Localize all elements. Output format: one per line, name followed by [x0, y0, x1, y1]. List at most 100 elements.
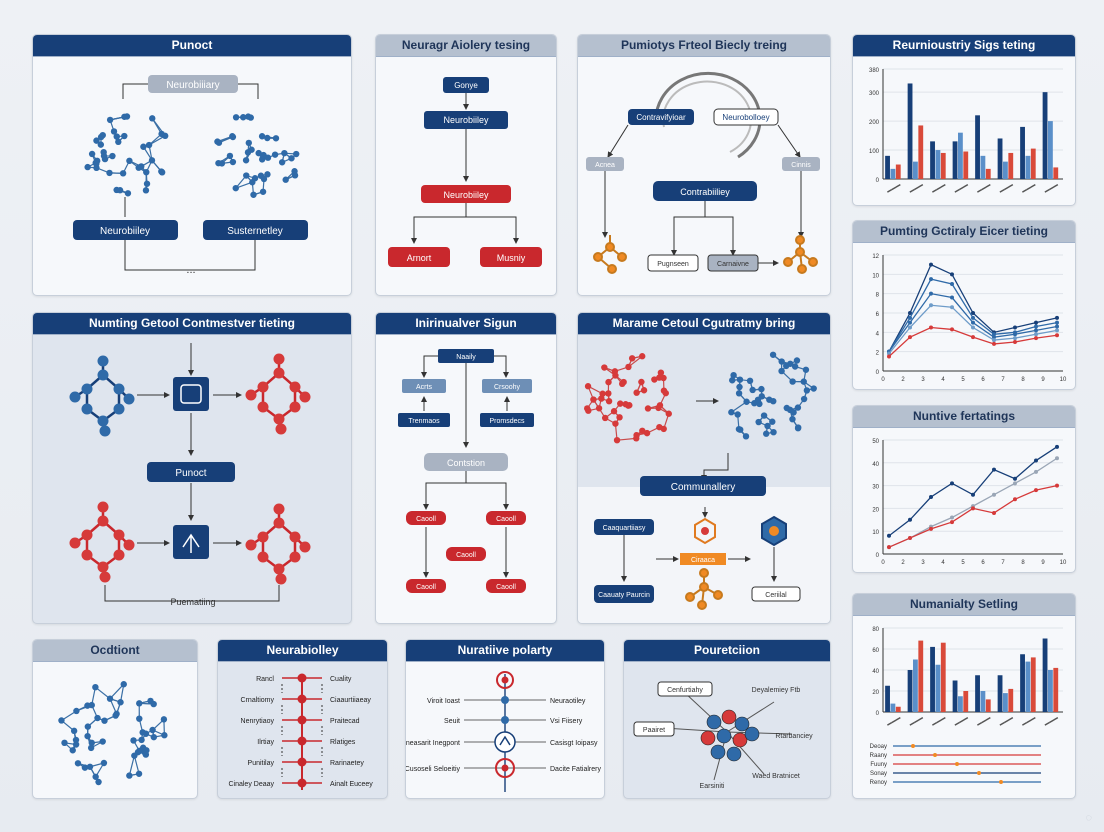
bar: [940, 642, 946, 712]
bar: [1030, 657, 1036, 712]
data-point: [971, 315, 975, 320]
pathway-diagram-12: Viroit Ioast Neuraotiley Seuit Vsi Fiisery C…: [406, 671, 601, 792]
svg-text:Trenmaos: Trenmaos: [408, 418, 440, 425]
data-point: [1055, 315, 1059, 320]
arrow-up-icon: [494, 731, 516, 753]
bar: [935, 664, 941, 712]
y-tick-label: 12: [872, 254, 879, 260]
bar: [997, 675, 1003, 712]
atom: [121, 132, 128, 140]
left-node: [73, 220, 178, 240]
data-point: [992, 492, 996, 497]
y-tick-label: 40: [872, 669, 879, 675]
atom: [282, 176, 289, 183]
atom: [99, 425, 111, 437]
atom: [293, 150, 300, 158]
atom: [638, 378, 645, 386]
atom: [143, 747, 150, 754]
svg-text:Promsdecs: Promsdecs: [489, 418, 525, 425]
data-point: [950, 327, 954, 332]
pathway-right-label: Casisgt Ioipasy: [550, 740, 598, 747]
legend-label: Renoy: [870, 780, 887, 786]
atom: [69, 537, 81, 549]
pathway-right-label: Vsi Fiisery: [550, 718, 583, 725]
atom: [257, 172, 265, 179]
atom: [143, 180, 151, 187]
data-point: [950, 481, 954, 486]
bar: [975, 675, 980, 712]
atom: [95, 778, 102, 786]
atom: [140, 143, 147, 150]
panel-title: Pumiotys Frteol Biecly treing: [578, 35, 830, 57]
svg-text:Carnaivne: Carnaivne: [717, 261, 749, 268]
data-point: [908, 320, 912, 325]
y-tick-label: 0: [876, 553, 880, 559]
atom: [115, 138, 122, 146]
atom: [257, 381, 269, 393]
data-point: [1034, 328, 1038, 333]
panel-punoct: Punoct Neurobiiiary Neurobiiley Susterne…: [32, 34, 352, 296]
data-point: [887, 533, 891, 538]
molecule-diagram-13: Cenfurtiahy Deyalemiey Ftb Paairet Rtarb…: [633, 681, 813, 790]
y-tick-label: 20: [872, 507, 879, 513]
atom: [130, 737, 137, 744]
x-tick-label: ▬▬▬: [1043, 182, 1059, 195]
atom: [100, 152, 108, 160]
svg-text:Ceriilal: Ceriilal: [765, 592, 787, 599]
atom: [97, 141, 105, 148]
bar: [1048, 670, 1053, 712]
panel-reurnioustriy: Reurnioustriy Sigs teting 0 100 200 300 380 ▬…: [852, 34, 1076, 206]
atom: [136, 700, 143, 707]
bar: [952, 141, 958, 179]
x-tick-label: ▬▬▬: [886, 715, 902, 728]
blue-molecule: [69, 355, 135, 437]
x-tick-label: ▬▬▬: [1021, 182, 1037, 195]
atom: [161, 732, 168, 739]
atom: [126, 157, 133, 165]
atom: [735, 390, 743, 397]
atom: [275, 423, 287, 435]
x-tick-label: ▬▬▬: [908, 182, 924, 195]
atom: [613, 436, 621, 444]
svg-text:Communallery: Communallery: [671, 482, 735, 493]
atom: [113, 383, 125, 395]
atom: [257, 551, 269, 563]
data-point: [1034, 458, 1038, 463]
timeline-left-label: Crnaltiomy: [241, 697, 275, 704]
bar: [885, 155, 890, 179]
bar: [890, 703, 896, 712]
svg-text:Ciraaca: Ciraaca: [691, 557, 715, 564]
panel-title: Nuntive fertatings: [853, 406, 1075, 428]
atom: [106, 169, 113, 177]
panel-title: Pouretciion: [624, 640, 830, 662]
atom: [106, 695, 114, 702]
atom: [148, 157, 156, 164]
bar: [975, 115, 980, 179]
atom: [730, 371, 737, 379]
red-molecule: [245, 503, 311, 585]
target-icon: [495, 758, 515, 778]
panel-numting-getool: Numting Getool Contmestver tieting Punoc…: [32, 312, 352, 624]
svg-text:Contstion: Contstion: [447, 458, 485, 468]
atom: [732, 732, 748, 748]
atom: [84, 702, 91, 709]
data-point: [1013, 332, 1017, 337]
atom: [734, 716, 750, 732]
y-tick-label: 20: [872, 690, 879, 696]
atom: [610, 408, 618, 415]
atom: [264, 134, 271, 142]
atom: [126, 772, 133, 779]
atom: [605, 390, 612, 397]
svg-text:Cinnis: Cinnis: [791, 162, 811, 169]
x-tick-label: 8: [1021, 377, 1025, 383]
atom: [769, 351, 777, 358]
legend-marker: [955, 762, 959, 766]
atom: [617, 400, 624, 407]
atom: [793, 357, 801, 364]
data-point: [1013, 476, 1017, 481]
data-point: [1013, 481, 1017, 486]
svg-text:Neurobiiley: Neurobiiley: [100, 226, 150, 237]
panel-nuntive: Nuntive fertatings 0 10 20 30 40 50 0 2 3 4 5 6 7 8 9 1…: [852, 405, 1076, 573]
bar: [930, 646, 935, 712]
atom: [160, 716, 168, 723]
